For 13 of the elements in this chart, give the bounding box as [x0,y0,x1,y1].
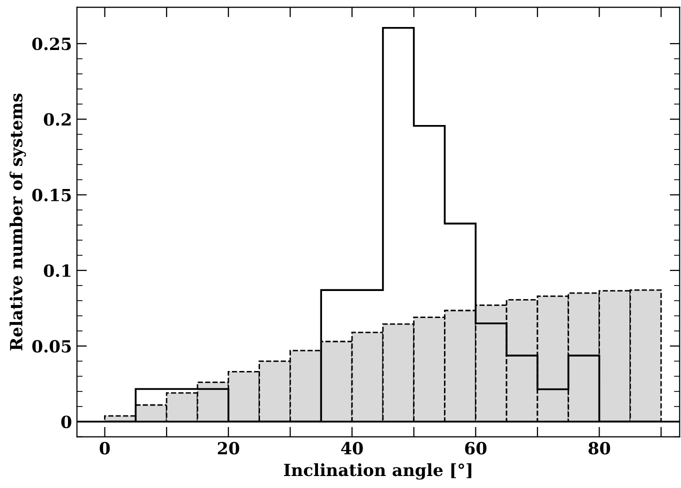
x-tick-label: 60 [465,442,486,455]
x-tick-label: 0 [100,442,110,455]
x-axis-title: Inclination angle [°] [284,463,472,480]
x-tick-label: 80 [588,442,610,455]
y-tick-label: 0.15 [32,188,71,202]
y-tick-label: 0.25 [32,38,71,50]
y-tick-label: 0.05 [32,340,71,353]
y-axis-title: Relative number of systems [10,94,26,350]
x-tick-label: 40 [341,442,363,455]
y-tick-label: 0.1 [44,264,70,277]
x-tick-label: 20 [218,442,240,455]
y-tick-label: 0 [61,416,72,428]
y-tick-label: 0.2 [44,113,71,126]
